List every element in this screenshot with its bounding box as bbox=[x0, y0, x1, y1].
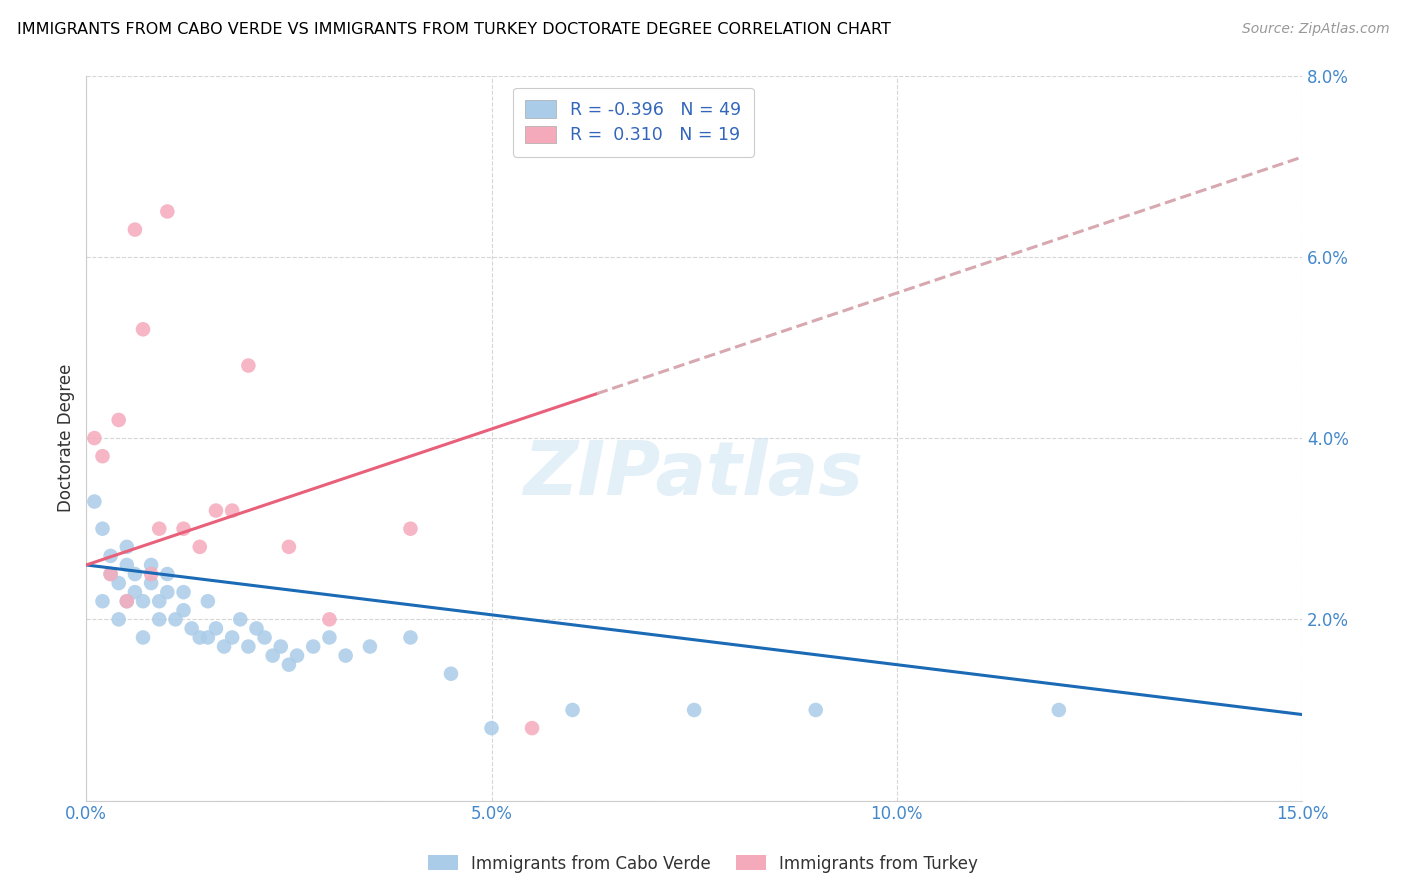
Point bbox=[132, 322, 155, 336]
Point bbox=[156, 204, 179, 219]
Point bbox=[221, 503, 243, 517]
Point bbox=[277, 540, 299, 554]
Point bbox=[318, 631, 340, 645]
Point bbox=[139, 558, 162, 572]
Point bbox=[188, 631, 211, 645]
Point bbox=[481, 721, 503, 735]
Legend: R = -0.396   N = 49, R =  0.310   N = 19: R = -0.396 N = 49, R = 0.310 N = 19 bbox=[513, 87, 754, 157]
Point bbox=[156, 585, 179, 599]
Point bbox=[683, 703, 706, 717]
Point bbox=[197, 631, 219, 645]
Point bbox=[115, 594, 138, 608]
Point bbox=[440, 666, 463, 681]
Point bbox=[173, 522, 195, 536]
Point bbox=[165, 612, 187, 626]
Legend: Immigrants from Cabo Verde, Immigrants from Turkey: Immigrants from Cabo Verde, Immigrants f… bbox=[422, 848, 984, 880]
Point bbox=[156, 567, 179, 582]
Point bbox=[173, 603, 195, 617]
Point bbox=[148, 612, 170, 626]
Point bbox=[205, 621, 228, 635]
Point bbox=[804, 703, 827, 717]
Point bbox=[100, 549, 122, 563]
Point bbox=[270, 640, 292, 654]
Point bbox=[132, 631, 155, 645]
Point bbox=[520, 721, 543, 735]
Point bbox=[124, 222, 146, 236]
Point bbox=[212, 640, 235, 654]
Point bbox=[100, 567, 122, 582]
Point bbox=[238, 640, 260, 654]
Text: ZIPatlas: ZIPatlas bbox=[524, 438, 865, 511]
Point bbox=[221, 631, 243, 645]
Point bbox=[197, 594, 219, 608]
Point bbox=[253, 631, 276, 645]
Point bbox=[132, 594, 155, 608]
Point bbox=[238, 359, 260, 373]
Point bbox=[124, 585, 146, 599]
Point bbox=[107, 576, 129, 591]
Point bbox=[115, 594, 138, 608]
Point bbox=[180, 621, 202, 635]
Point bbox=[245, 621, 267, 635]
Point bbox=[107, 612, 129, 626]
Point bbox=[1047, 703, 1070, 717]
Point bbox=[91, 449, 114, 463]
Point bbox=[148, 594, 170, 608]
Point bbox=[359, 640, 381, 654]
Point bbox=[91, 594, 114, 608]
Point bbox=[107, 413, 129, 427]
Point bbox=[277, 657, 299, 672]
Point bbox=[188, 540, 211, 554]
Point bbox=[139, 567, 162, 582]
Point bbox=[173, 585, 195, 599]
Text: Source: ZipAtlas.com: Source: ZipAtlas.com bbox=[1241, 22, 1389, 37]
Point bbox=[148, 522, 170, 536]
Point bbox=[229, 612, 252, 626]
Point bbox=[262, 648, 284, 663]
Y-axis label: Doctorate Degree: Doctorate Degree bbox=[58, 364, 75, 512]
Point bbox=[285, 648, 308, 663]
Point bbox=[335, 648, 357, 663]
Point bbox=[399, 631, 422, 645]
Point bbox=[115, 540, 138, 554]
Point bbox=[399, 522, 422, 536]
Point bbox=[91, 522, 114, 536]
Point bbox=[115, 558, 138, 572]
Point bbox=[318, 612, 340, 626]
Text: IMMIGRANTS FROM CABO VERDE VS IMMIGRANTS FROM TURKEY DOCTORATE DEGREE CORRELATIO: IMMIGRANTS FROM CABO VERDE VS IMMIGRANTS… bbox=[17, 22, 891, 37]
Point bbox=[139, 576, 162, 591]
Point bbox=[561, 703, 583, 717]
Point bbox=[100, 567, 122, 582]
Point bbox=[83, 494, 105, 508]
Point bbox=[302, 640, 325, 654]
Point bbox=[124, 567, 146, 582]
Point bbox=[83, 431, 105, 445]
Point bbox=[205, 503, 228, 517]
